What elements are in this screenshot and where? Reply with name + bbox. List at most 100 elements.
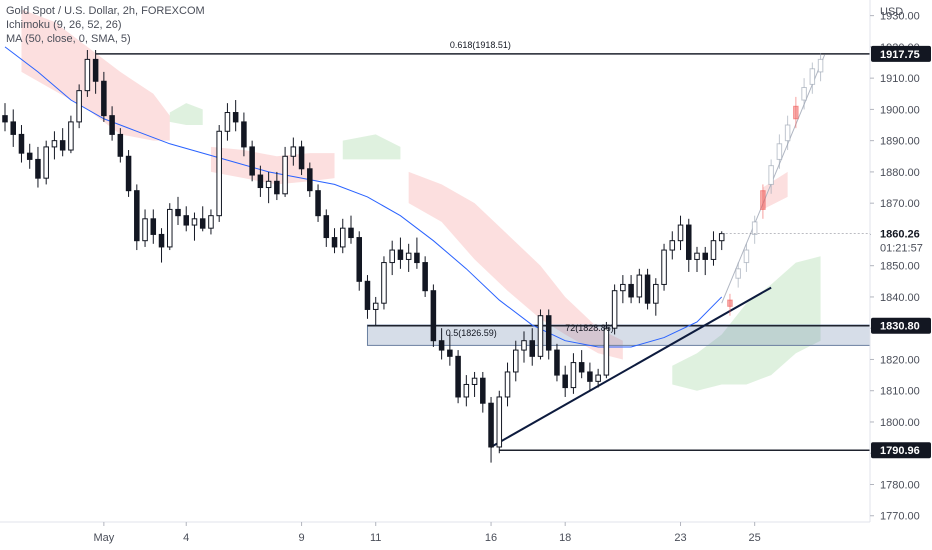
candle-body xyxy=(18,133,25,154)
candle xyxy=(191,212,198,241)
legend-ma[interactable]: MA (50, close, 0, SMA, 5) xyxy=(6,33,131,45)
candle xyxy=(101,71,107,122)
candle-body xyxy=(389,249,395,264)
candle xyxy=(504,362,511,407)
candle xyxy=(578,350,585,379)
candle xyxy=(315,184,321,222)
candle xyxy=(232,100,239,132)
last-price-value: 1860.26 xyxy=(880,229,920,241)
candle xyxy=(298,140,305,176)
candle-body xyxy=(117,133,124,157)
legend-ichimoku[interactable]: Ichimoku (9, 26, 52, 26) xyxy=(6,19,122,31)
price-tick-label: 1900.00 xyxy=(880,104,920,116)
candle-body xyxy=(677,224,684,242)
price-axis-background xyxy=(870,0,932,550)
candle xyxy=(381,256,387,310)
candle xyxy=(216,125,222,222)
candle xyxy=(166,203,173,251)
candle-body xyxy=(249,146,255,176)
candle xyxy=(710,231,717,266)
candle xyxy=(307,162,313,197)
price-tick-label: 1880.00 xyxy=(880,167,920,179)
price-tick-label: 1930.00 xyxy=(880,11,920,23)
candle-body xyxy=(76,90,82,123)
candle-body xyxy=(2,115,8,123)
candle xyxy=(537,309,544,360)
price-badge: 1917.75 xyxy=(871,45,931,62)
candle xyxy=(512,340,519,382)
projection-candle xyxy=(809,62,816,94)
candle-body xyxy=(422,262,428,292)
candle-body xyxy=(653,283,659,304)
candle-body xyxy=(274,180,280,195)
candle xyxy=(331,228,338,254)
fib-label: 0.5(1826.59) xyxy=(446,328,497,338)
candle xyxy=(59,128,66,157)
candle xyxy=(364,275,371,319)
candle-body xyxy=(521,340,527,351)
candle xyxy=(68,115,74,154)
candle xyxy=(356,231,363,291)
candle-body xyxy=(282,155,288,195)
candle xyxy=(282,146,288,197)
candle-body xyxy=(199,218,206,229)
candle-body xyxy=(307,168,313,192)
candle xyxy=(274,171,280,201)
projection-candle xyxy=(751,215,758,244)
candle-body xyxy=(372,302,379,310)
candle xyxy=(661,243,667,291)
candle xyxy=(422,256,428,297)
time-axis-background xyxy=(0,522,932,550)
candle xyxy=(702,246,709,276)
price-badge-value: 1830.80 xyxy=(880,321,920,333)
candle-body xyxy=(59,140,66,151)
candle-body xyxy=(35,158,41,179)
legend-title[interactable]: Gold Spot / U.S. Dollar, 2h, FOREXCOM xyxy=(6,5,205,17)
candle xyxy=(653,278,659,316)
projection-candle xyxy=(817,53,824,82)
candle-body xyxy=(166,208,173,248)
projection-candle-body xyxy=(743,249,750,264)
ichimoku-cloud-bearish xyxy=(408,171,623,360)
candle-body xyxy=(315,190,321,217)
candle xyxy=(562,365,568,397)
candle-body xyxy=(323,215,330,239)
candle xyxy=(2,103,8,132)
candle-body xyxy=(430,290,437,342)
ichimoku-cloud-bullish xyxy=(672,256,821,391)
candle xyxy=(224,103,231,141)
candle-body xyxy=(43,146,49,179)
candle xyxy=(339,218,346,254)
price-tick-label: 1840.00 xyxy=(880,292,920,304)
candle-body xyxy=(463,383,470,398)
candle xyxy=(35,146,41,188)
projection-candle-body xyxy=(751,221,758,235)
chart-legend: Gold Spot / U.S. Dollar, 2h, FOREXCOM Ic… xyxy=(6,4,205,46)
candle-body xyxy=(142,218,148,242)
candle xyxy=(397,237,404,269)
price-tick-label: 1910.00 xyxy=(880,73,920,85)
candle-body xyxy=(10,121,17,135)
projection-candle-body xyxy=(784,124,791,142)
candle xyxy=(554,343,560,382)
candle xyxy=(76,84,82,129)
candle-body xyxy=(438,340,445,351)
candle-body xyxy=(694,252,700,260)
candle-body xyxy=(702,252,709,260)
candle xyxy=(43,140,49,185)
candle xyxy=(142,209,148,247)
price-badge: 1830.80 xyxy=(871,317,931,334)
candle xyxy=(117,128,124,163)
candle-body xyxy=(397,249,404,260)
candle xyxy=(241,112,247,157)
candle xyxy=(463,375,470,407)
candle-body xyxy=(480,377,486,404)
candle-body xyxy=(661,249,667,285)
candle xyxy=(109,106,115,141)
price-badge-value: 1917.75 xyxy=(880,49,920,61)
candle xyxy=(644,268,651,310)
candle xyxy=(455,350,461,404)
candle-body xyxy=(529,340,536,357)
candle xyxy=(51,131,58,160)
